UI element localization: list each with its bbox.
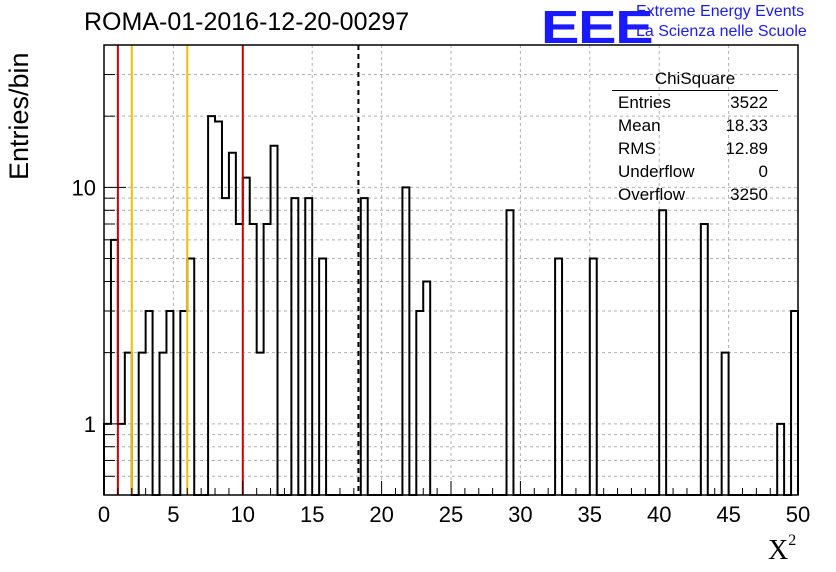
- stats-row: Overflow 3250: [612, 183, 778, 206]
- x-axis-label-base: X: [768, 535, 789, 566]
- logo-line-2: La Scienza nelle Scuole: [636, 23, 807, 40]
- x-tick-label: 40: [647, 502, 671, 527]
- stats-value: 12.89: [725, 139, 768, 158]
- x-tick-label: 50: [786, 502, 810, 527]
- stats-label: Entries: [618, 93, 671, 112]
- stats-label: Mean: [618, 116, 661, 135]
- stats-value: 0: [758, 162, 768, 181]
- x-tick-label: 35: [578, 502, 602, 527]
- stats-rows: Entries 3522 Mean 18.33 RMS 12.89 Underflow…: [612, 91, 778, 206]
- x-tick-label: 20: [369, 502, 393, 527]
- y-tick-label: 10: [72, 175, 96, 200]
- axis-ticks: [103, 44, 799, 496]
- x-axis-label: X2: [768, 531, 797, 567]
- x-tick-label: 45: [716, 502, 740, 527]
- stats-row: Underflow 0: [612, 160, 778, 183]
- x-tick-label: 0: [98, 502, 110, 527]
- stats-title: ChiSquare: [612, 68, 778, 91]
- grid-lines: [104, 44, 798, 496]
- x-tick-label: 10: [231, 502, 255, 527]
- stats-label: Underflow: [618, 162, 695, 181]
- x-tick-label: 15: [300, 502, 324, 527]
- x-axis-label-sup: 2: [788, 531, 797, 549]
- logo-caption: Extreme Energy Events La Scienza nelle S…: [636, 2, 807, 42]
- stats-label: Overflow: [618, 185, 686, 204]
- stats-value: 3522: [730, 93, 768, 112]
- x-tick-label: 25: [439, 502, 463, 527]
- logo-line-1: Extreme Energy Events: [636, 3, 805, 20]
- y-axis-label: Entries/bin: [4, 52, 34, 180]
- x-tick-label: 5: [167, 502, 179, 527]
- y-tick-label: 1: [84, 412, 96, 437]
- stats-value: 3250: [730, 185, 768, 204]
- stats-row: Entries 3522: [612, 91, 778, 114]
- stats-row: RMS 12.89: [612, 137, 778, 160]
- stats-label: RMS: [618, 139, 656, 158]
- tick-labels: 0 5 10 15 20 25 30 35 40 45 50 1 10: [72, 175, 811, 527]
- eee-logo: EEE: [541, 1, 654, 53]
- stats-row: Mean 18.33: [612, 114, 778, 137]
- stats-value: 18.33: [725, 116, 768, 135]
- stats-box: ChiSquare Entries 3522 Mean 18.33 RMS 12.89…: [612, 68, 778, 206]
- marker-lines: [116, 45, 360, 495]
- x-tick-label: 30: [508, 502, 532, 527]
- plot-title: ROMA-01-2016-12-20-00297: [84, 8, 410, 36]
